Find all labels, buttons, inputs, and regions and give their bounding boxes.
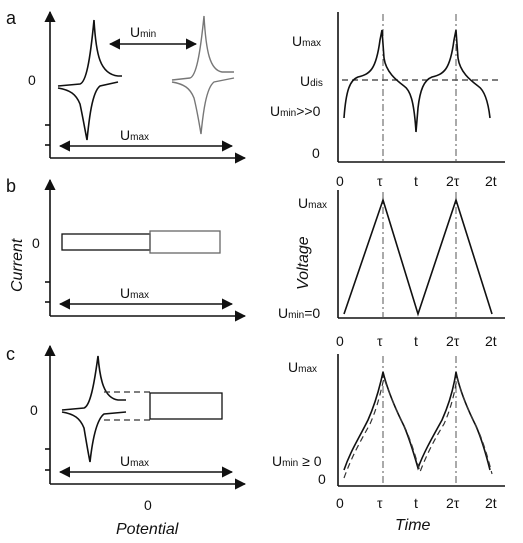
cv-c-cathodic-peak (61, 411, 127, 463)
current-axis-label: Current (9, 238, 26, 292)
panel-letter-a: a (6, 8, 17, 28)
volt-b-tick-label: 2t (485, 333, 497, 349)
volt-b-umax-label: Umax (298, 195, 327, 211)
volt-b-tick-label: 0 (336, 333, 344, 349)
panel-letter-c: c (6, 344, 15, 364)
time-axis-label: Time (395, 517, 431, 534)
volt-a-umax-label: Umax (292, 33, 321, 49)
volt-a-profile-line (343, 29, 491, 133)
volt-c-umax-label: Umax (288, 359, 317, 375)
cv-b-left-rect (61, 233, 151, 251)
cv-c-umax-label: Umax (120, 453, 149, 469)
cv-a-zero-label: 0 (28, 72, 36, 88)
volt-c-tick-label: 2τ (446, 495, 460, 511)
cv-c-zero-label: 0 (30, 402, 38, 418)
cv-b-right-rect (149, 230, 221, 254)
cv-a-right-cathodic-peak (171, 77, 235, 135)
volt-c-dashed-profile (343, 375, 493, 479)
cv-a-umax-label: Umax (120, 127, 149, 143)
volt-b-tick-label: 2τ (446, 333, 460, 349)
cv-a-right-anodic-peak (171, 15, 234, 81)
cv-b-umax-label: Umax (120, 285, 149, 301)
cv-c-rect (149, 392, 223, 420)
cv-a-left-anodic-peak (57, 19, 122, 87)
volt-a-udis-label: Udis (300, 73, 323, 89)
volt-c-tick-label: τ (377, 495, 383, 511)
volt-c-tick-label: t (414, 495, 418, 511)
volt-a-ticks: 0 τ t 2τ 2t (336, 173, 497, 189)
volt-c-ticks: 0 τ t 2τ 2t (336, 495, 497, 511)
volt-b-ticks: 0 τ t 2τ 2t (336, 333, 497, 349)
volt-c-umin-label: Umin ≥ 0 (272, 453, 322, 469)
volt-a-umin-label: Umin>>0 (270, 103, 321, 119)
volt-a-tick-label: 2τ (446, 173, 460, 189)
panel-letter-b: b (6, 176, 16, 196)
volt-c-profile-line (343, 371, 491, 471)
voltage-axis-label: Voltage (295, 236, 312, 290)
volt-a-tick-label: t (414, 173, 418, 189)
volt-b-umin-label: Umin=0 (278, 305, 320, 321)
cv-c-dashed-connectors (104, 391, 150, 421)
volt-a-tick-label: τ (377, 173, 383, 189)
volt-a-tick-label: 0 (336, 173, 344, 189)
volt-a-tick-label: 2t (485, 173, 497, 189)
cv-a-left-cathodic-peak (57, 81, 119, 141)
volt-c-zero-label: 0 (318, 471, 326, 487)
potential-axis-label: Potential (116, 521, 179, 538)
cv-c-anodic-peak (61, 355, 126, 411)
volt-b-tick-label: t (414, 333, 418, 349)
volt-b-tick-label: τ (377, 333, 383, 349)
potential-zero-label: 0 (144, 497, 152, 513)
cv-a-umin-label: Umin (130, 24, 156, 40)
volt-c-tick-label: 2t (485, 495, 497, 511)
cv-b-zero-label: 0 (32, 235, 40, 251)
volt-b-triangle-line (343, 197, 493, 317)
volt-c-tick-label: 0 (336, 495, 344, 511)
volt-a-zero-label: 0 (312, 145, 320, 161)
